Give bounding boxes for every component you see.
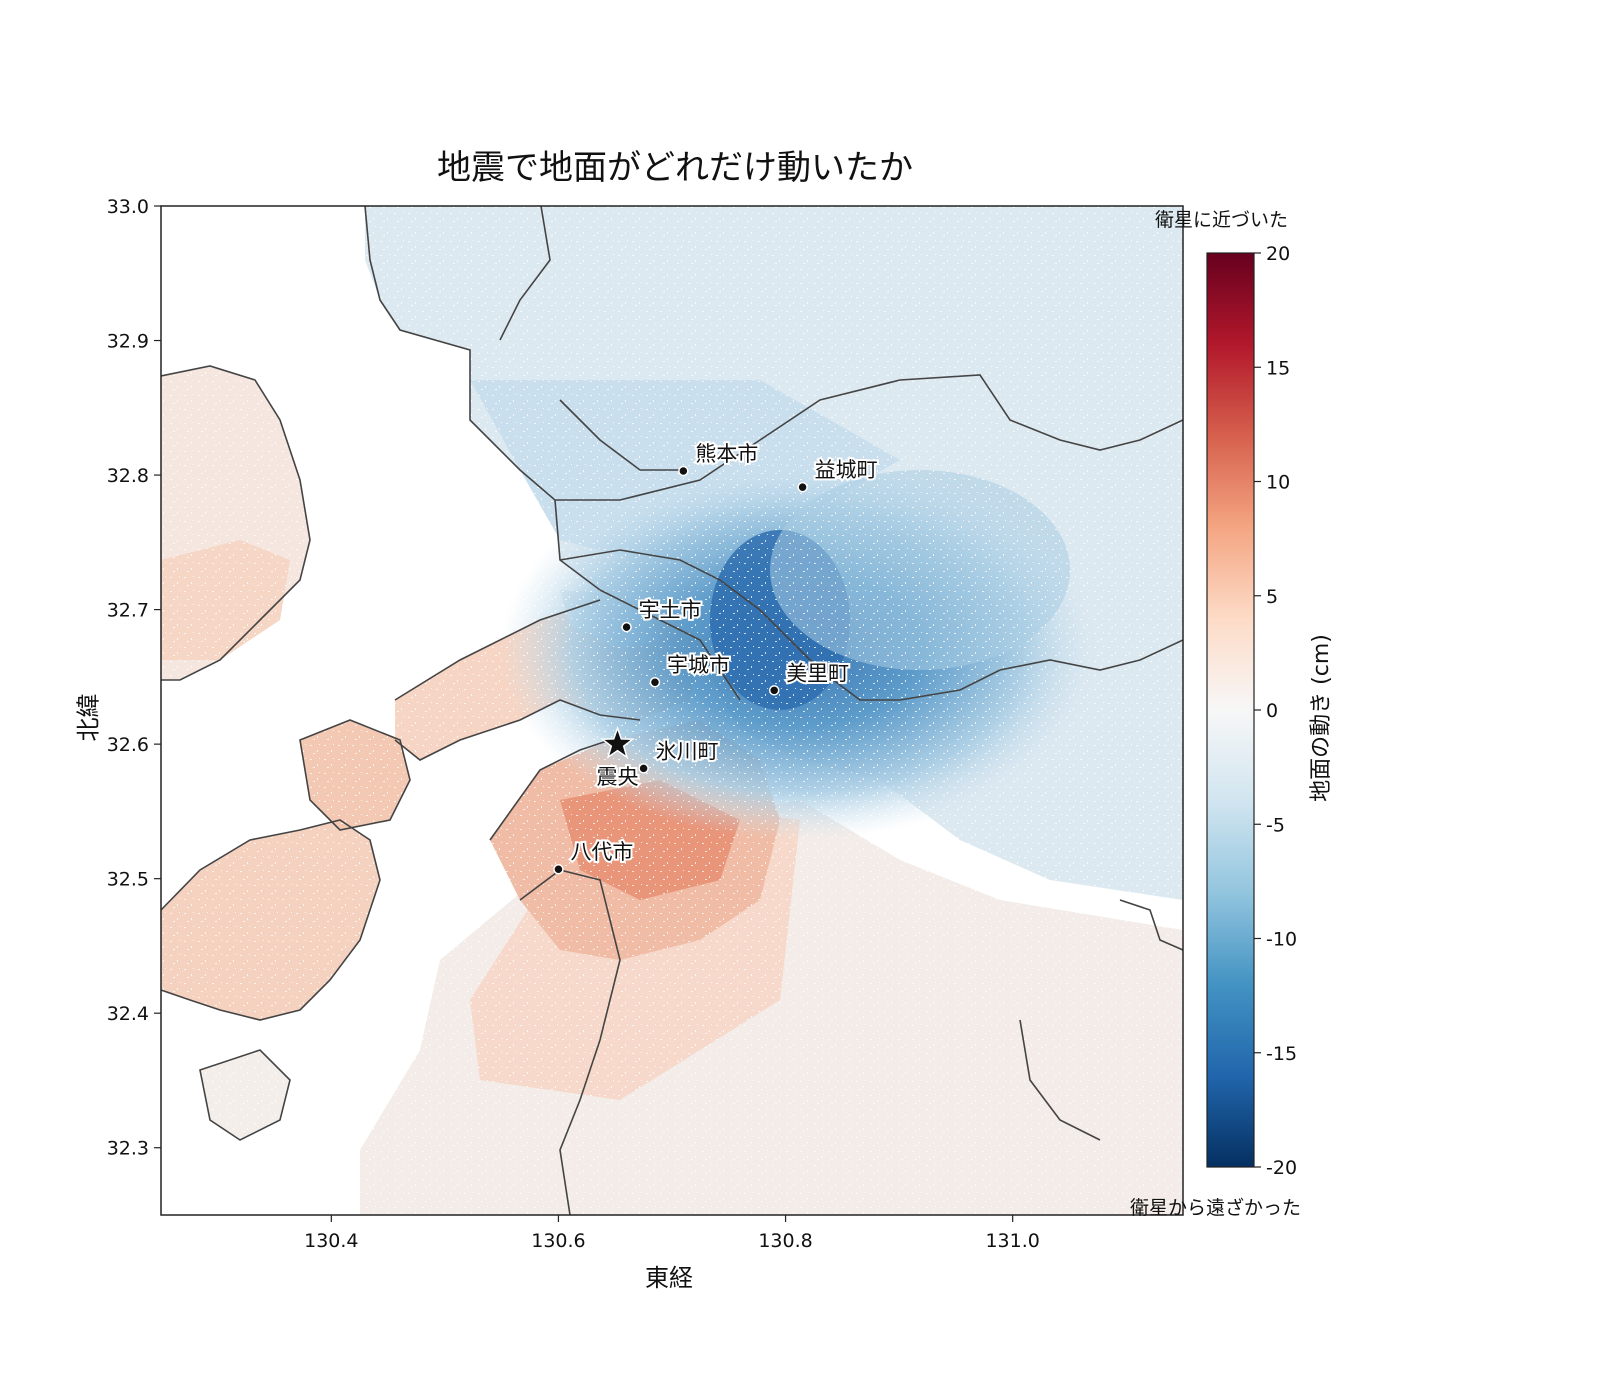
coastlines [161, 206, 1183, 1215]
place-label: 宇城市 [667, 653, 730, 677]
y-tick-label: 32.7 [107, 600, 149, 622]
x-tick-label: 130.8 [758, 1230, 812, 1252]
place-marker [621, 621, 632, 633]
x-axis-label: 東経 [645, 1264, 693, 1292]
y-tick-label: 33.0 [107, 196, 149, 218]
place-marker [768, 685, 780, 696]
place-label: 益城町 [815, 458, 878, 482]
colorbar [1206, 252, 1255, 1168]
y-tick-label: 32.6 [107, 734, 149, 756]
colorbar-tick-label: 10 [1266, 472, 1290, 494]
colorbar-ticks: 20 15 10 5 0 -5 -10 -15 -20 [1254, 243, 1297, 1179]
y-tick-label: 32.3 [107, 1138, 149, 1160]
x-tick-label: 131.0 [985, 1230, 1039, 1252]
place-marker [638, 763, 649, 774]
place-label: 宇土市 [639, 598, 702, 622]
colorbar-tick-label: 5 [1266, 586, 1278, 608]
epicenter-star-icon [600, 725, 635, 759]
x-axis-ticks: 130.4 130.6 130.8 131.0 [304, 1215, 1040, 1252]
y-axis-ticks: 32.3 32.4 32.5 32.6 32.7 32.8 32.9 33.0 [107, 196, 161, 1160]
y-tick-label: 32.8 [107, 465, 149, 487]
y-tick-label: 32.4 [107, 1003, 149, 1025]
place-label: 八代市 [570, 840, 633, 864]
epicenter-layer: 震央 [594, 725, 640, 791]
colorbar-bottom-note: 衛星から遠ざかった [1130, 1197, 1302, 1219]
place-label: 氷川町 [656, 739, 719, 763]
colorbar-label: 地面の動き (cm) [1308, 634, 1334, 802]
y-tick-label: 32.5 [107, 869, 149, 891]
epicenter-label: 震央 [596, 765, 638, 789]
y-tick-label: 32.9 [107, 331, 149, 353]
colorbar-tick-label: 0 [1266, 700, 1278, 722]
x-tick-label: 130.4 [304, 1230, 358, 1252]
colorbar-tick-label: -10 [1266, 929, 1297, 951]
x-tick-label: 130.6 [531, 1230, 585, 1252]
place-label: 美里町 [786, 661, 849, 685]
place-marker [553, 863, 564, 875]
colorbar-tick-label: -15 [1266, 1043, 1297, 1065]
figure-title: 地震で地面がどれだけ動いたか [437, 148, 913, 188]
colorbar-tick-label: 20 [1266, 243, 1290, 265]
colorbar-top-note: 衛星に近づいた [1155, 209, 1289, 231]
colorbar-tick-label: -5 [1266, 814, 1285, 836]
displacement-field [161, 206, 1183, 1215]
y-axis-label: 北緯 [74, 693, 103, 742]
plot-frame [160, 205, 1184, 1216]
place-label: 熊本市 [695, 442, 758, 466]
place-marker [678, 465, 689, 477]
colorbar-tick-label: 15 [1266, 357, 1290, 379]
place-marker [649, 676, 661, 688]
place-marker [797, 481, 808, 493]
colorbar-tick-label: -20 [1266, 1157, 1297, 1179]
